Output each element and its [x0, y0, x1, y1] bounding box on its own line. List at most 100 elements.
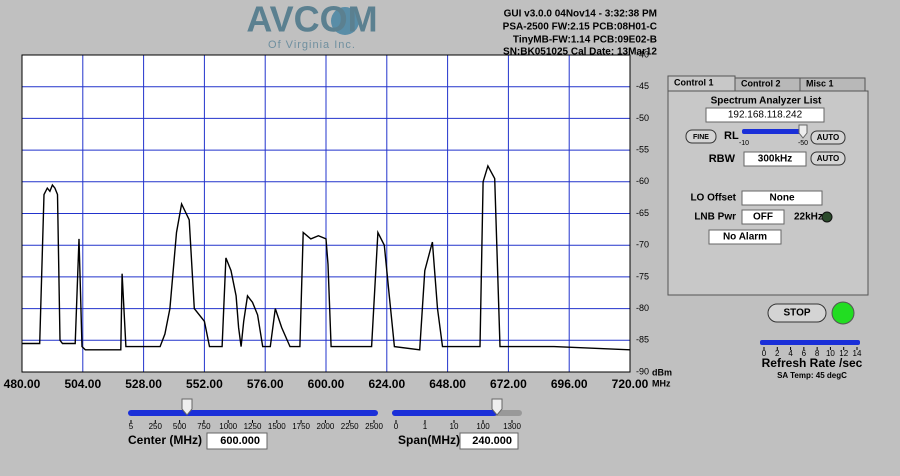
- stop-button[interactable]: [767, 303, 827, 323]
- lnb-field[interactable]: [741, 209, 785, 225]
- slider-tick-label: 2000: [317, 422, 335, 431]
- slider-tick-label: 1: [423, 422, 428, 431]
- slider-tick-label: 8: [815, 349, 820, 358]
- x-tick-label: 480.00: [4, 377, 41, 391]
- slider-tick-label: 500: [173, 422, 187, 431]
- rbw-value: 300kHz: [758, 154, 792, 165]
- slider-tick-label: 6: [802, 349, 807, 358]
- stop-label: STOP: [783, 308, 810, 319]
- y-tick-label: -50: [636, 113, 649, 123]
- rl-thumb[interactable]: [798, 124, 808, 139]
- ip: 192.168.118.242: [728, 110, 803, 121]
- slider-tick-label: 4: [788, 349, 793, 358]
- spectrum-chart: dBm MHz 480.00 504.00 528.00 552.00 576.00 60…: [4, 49, 672, 391]
- slider-tick-label: 0: [762, 349, 767, 358]
- y-tick-label: -60: [636, 176, 649, 186]
- slider-tick-label: 1300: [503, 422, 521, 431]
- refresh-slider[interactable]: [760, 340, 860, 345]
- info-line: SN:BK051025 Cal Date: 13Mar12: [503, 47, 657, 58]
- x-tick-label: 648.00: [429, 377, 466, 391]
- tab-label: Misc 1: [806, 78, 834, 88]
- ip-field[interactable]: [705, 107, 825, 123]
- span-field[interactable]: [459, 432, 519, 450]
- slider-tick-label: 10: [450, 422, 459, 431]
- y-tick-label: -55: [636, 144, 649, 154]
- span-ticks: 0 1 10 100 1300: [394, 420, 521, 431]
- slider-tick-label: 1750: [292, 422, 310, 431]
- refresh-ticks: 0 2 4 6 8 10 12 14: [762, 347, 862, 358]
- fine-button[interactable]: [685, 129, 717, 144]
- auto-label: AUTO: [817, 133, 840, 142]
- slider-tick-label: 2250: [341, 422, 359, 431]
- spectrum-trace: [22, 164, 631, 351]
- span-label: Span(MHz): [398, 433, 460, 447]
- slider-tick-label: 1250: [244, 422, 262, 431]
- y-tick-label: -70: [636, 240, 649, 250]
- y-tick-label: -80: [636, 303, 649, 313]
- x-tick-label: 672.00: [490, 377, 527, 391]
- logo: AVCOM: [246, 0, 377, 40]
- slider-tick-label: 100: [476, 422, 490, 431]
- refresh-label: Refresh Rate /sec: [762, 356, 863, 370]
- rl-auto-button[interactable]: [810, 130, 846, 145]
- lnb-label: LNB Pwr: [694, 212, 736, 223]
- alarm: No Alarm: [723, 232, 767, 243]
- rbw-auto-button[interactable]: [810, 151, 846, 166]
- tone-label: 22kHz: [794, 212, 823, 223]
- slider-tick-label: 1500: [268, 422, 286, 431]
- y-unit: dBm: [652, 367, 672, 377]
- span-fill: [392, 410, 497, 416]
- slider-tick-label: 12: [839, 349, 848, 358]
- slider-tick-label: 5: [129, 422, 134, 431]
- rl-tick: -10: [739, 140, 749, 147]
- info-line: TinyMB-FW:1.14 PCB:09E02-B: [513, 35, 657, 46]
- y-tick-label: -40: [636, 49, 649, 59]
- info-line: PSA-2500 FW:2.15 PCB:08H01-C: [503, 22, 657, 33]
- x-unit: MHz: [652, 378, 671, 388]
- logo-subtitle: Of Virginia Inc.: [268, 39, 356, 51]
- x-tick-label: 504.00: [64, 377, 101, 391]
- temp: SA Temp: 45 degC: [777, 371, 847, 380]
- slider-tick-label: 2: [775, 349, 780, 358]
- center-label: Center (MHz): [128, 433, 202, 447]
- x-tick-label: 576.00: [247, 377, 284, 391]
- info-line: GUI v3.0.0 04Nov14 - 3:32:38 PM: [504, 9, 657, 20]
- span-value: 240.000: [472, 435, 512, 447]
- tone-led: [821, 211, 833, 223]
- center-value: 600.000: [220, 435, 260, 447]
- center-slider[interactable]: [128, 410, 378, 416]
- slider-tick-label: 14: [853, 349, 862, 358]
- x-tick-label: 552.00: [186, 377, 223, 391]
- center-field[interactable]: [206, 432, 268, 450]
- tab-label: Control 1: [674, 77, 714, 87]
- fine-label: FINE: [693, 134, 709, 141]
- logo-globe: [331, 7, 359, 35]
- lo-value: None: [770, 193, 795, 204]
- rl-slider[interactable]: [742, 129, 806, 134]
- span-thumb[interactable]: [491, 398, 503, 416]
- y-tick-label: -65: [636, 208, 649, 218]
- slider-tick-label: 250: [149, 422, 163, 431]
- lo-field[interactable]: [741, 190, 823, 206]
- slider-tick-label: 0: [394, 422, 399, 431]
- run-led: [831, 301, 855, 325]
- rl-tick: -50: [798, 140, 808, 147]
- x-tick-label: 600.00: [308, 377, 345, 391]
- list-title: Spectrum Analyzer List: [711, 96, 822, 107]
- slider-tick-label: 1000: [219, 422, 237, 431]
- lnb-value: OFF: [753, 212, 773, 223]
- tab-label: Control 2: [741, 78, 781, 88]
- x-tick-label: 624.00: [368, 377, 405, 391]
- plot-border: [21, 54, 631, 373]
- center-ticks: 5 250 500 750 1000 1250 1500 1750 2000 2250 2500: [129, 420, 383, 431]
- center-thumb[interactable]: [181, 398, 193, 416]
- slider-tick-label: 10: [826, 349, 835, 358]
- slider-tick-label: 750: [197, 422, 211, 431]
- y-tick-label: -90: [636, 366, 649, 376]
- x-tick-label: 720.00: [612, 377, 649, 391]
- x-tick-label: 696.00: [551, 377, 588, 391]
- rbw-label: RBW: [709, 153, 736, 165]
- rbw-field[interactable]: [743, 151, 807, 167]
- lo-label: LO Offset: [690, 193, 736, 204]
